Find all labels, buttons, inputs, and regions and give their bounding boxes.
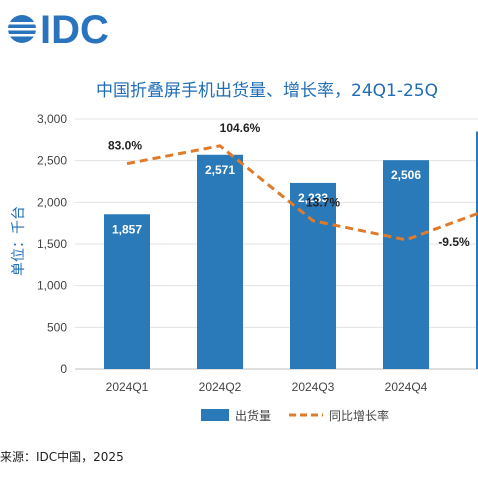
legend: 出货量 同比增长率	[201, 408, 389, 423]
bar-label: 1,857	[112, 222, 142, 236]
y-tick-label: 3,000	[37, 112, 67, 126]
growth-line-path	[126, 144, 478, 242]
x-tick-label: 2024Q3	[292, 380, 335, 394]
growth-label: 13.7%	[306, 196, 340, 210]
idc-logo: IDC	[8, 8, 109, 52]
bar	[476, 131, 478, 369]
legend-label: 出货量	[235, 408, 271, 423]
y-tick-label: 1,000	[37, 279, 67, 293]
bars	[104, 131, 478, 369]
bar	[197, 154, 243, 369]
bar	[383, 160, 429, 369]
source-note: 来源：IDC中国，2025	[0, 450, 124, 464]
growth-line	[126, 144, 478, 242]
x-tick-label: 2024Q4	[385, 380, 428, 394]
bar-labels: 1,857 2,571 2,233 2,506	[112, 163, 421, 237]
logo-text: IDC	[40, 8, 109, 52]
legend-swatch-bar	[201, 409, 229, 421]
y-tick-label: 2,500	[37, 154, 67, 168]
x-tick-label: 2024Q2	[199, 380, 242, 394]
legend-label: 同比增长率	[329, 408, 389, 423]
bar-label: 2,233	[298, 191, 328, 205]
growth-label: 104.6%	[220, 121, 261, 135]
x-tick-label: 2024Q1	[106, 380, 149, 394]
y-tick-labels: 0 500 1,000 1,500 2,000 2,500 3,000	[37, 112, 67, 376]
x-tick-labels: 2024Q12024Q22024Q32024Q42025Q1	[106, 380, 478, 394]
chart-title: 中国折叠屏手机出货量、增长率，24Q1-25Q	[96, 81, 438, 101]
growth-labels: 83.0% 104.6% 13.7% -9.5%	[108, 121, 470, 249]
bar-label: 2,506	[391, 168, 421, 182]
y-tick-label: 0	[60, 362, 67, 376]
bar-label: 2,571	[205, 163, 235, 177]
y-tick-label: 2,000	[37, 195, 67, 209]
bar	[290, 182, 336, 369]
growth-label: -9.5%	[438, 235, 470, 249]
y-tick-label: 1,500	[37, 237, 67, 251]
growth-label: 83.0%	[108, 139, 142, 153]
y-tick-label: 500	[47, 320, 67, 334]
globe-icon	[8, 15, 36, 43]
bar	[104, 214, 150, 369]
